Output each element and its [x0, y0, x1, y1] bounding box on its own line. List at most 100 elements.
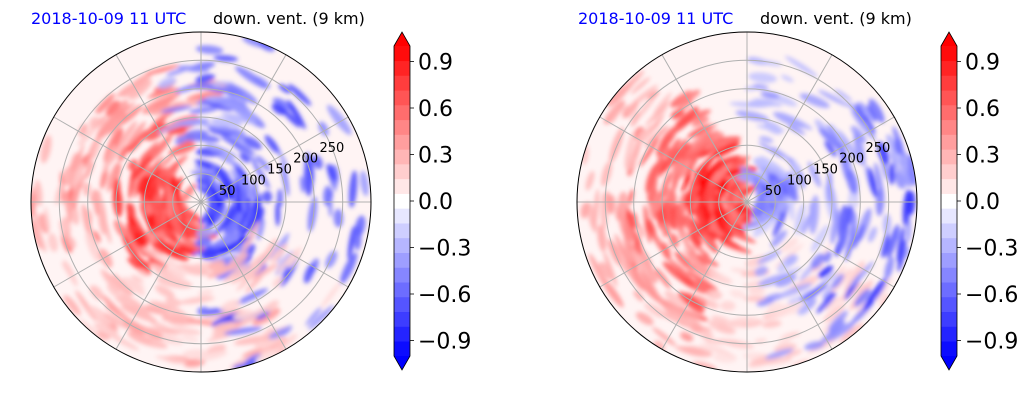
field-patch	[664, 290, 686, 310]
colorbar-segment	[394, 282, 410, 298]
field-patch	[614, 233, 631, 270]
field-patch	[838, 226, 849, 252]
field-patch	[760, 183, 771, 197]
field-patch	[210, 117, 242, 128]
field-patch	[835, 266, 847, 277]
right-polar-grid	[577, 32, 917, 372]
field-patch	[72, 164, 85, 191]
field-patch	[127, 121, 146, 145]
angular-gridline	[599, 116, 748, 203]
field-patch	[220, 299, 241, 313]
angular-gridline	[200, 116, 349, 203]
field-patch	[157, 188, 163, 217]
angular-gridline	[661, 54, 748, 203]
field-patch	[676, 142, 693, 164]
field-patch	[64, 190, 72, 224]
angular-gridline	[746, 116, 895, 203]
colorbar-tick-label: −0.9	[965, 330, 1018, 355]
field-patch	[89, 116, 100, 129]
field-patch	[735, 110, 769, 122]
field-patch	[137, 174, 148, 194]
colorbar-segment	[394, 252, 410, 268]
field-patch	[818, 89, 850, 107]
field-patch	[777, 337, 791, 345]
field-patch	[684, 191, 690, 207]
field-patch	[144, 201, 152, 215]
field-patch	[683, 214, 696, 234]
field-patch	[817, 265, 834, 279]
field-patch	[603, 250, 618, 287]
colorbar-tick-label: −0.6	[418, 283, 471, 308]
field-patch	[276, 188, 284, 208]
field-patch	[770, 230, 788, 248]
field-patch	[34, 180, 43, 207]
colorbar-segment	[941, 311, 957, 327]
angular-gridline	[746, 201, 833, 350]
field-patch	[197, 289, 213, 297]
field-patch	[831, 273, 844, 289]
field-patch	[223, 263, 248, 284]
field-patch	[747, 287, 766, 295]
field-patch	[239, 152, 251, 163]
colorbar-segment	[941, 119, 957, 135]
field-patch	[195, 45, 224, 55]
left-panel: 2018-10-09 11 UTC down. vent. (9 km) 50 1…	[30, 9, 471, 373]
field-patch	[307, 196, 318, 232]
field-patch	[853, 224, 865, 249]
colorbar-segment	[394, 296, 410, 313]
field-patch	[154, 270, 188, 286]
field-patch	[155, 285, 175, 299]
field-patch	[652, 193, 663, 212]
colorbar-segment	[941, 164, 957, 180]
field-patch	[662, 261, 692, 286]
field-patch	[85, 231, 101, 263]
field-patch	[723, 196, 740, 223]
field-patch	[270, 243, 288, 263]
field-patch	[686, 270, 718, 291]
field-patch	[244, 353, 263, 366]
field-patch	[212, 322, 236, 332]
field-patch	[105, 305, 137, 327]
field-patch	[759, 136, 774, 144]
field-patch	[850, 261, 874, 288]
colorbar-outline	[393, 31, 411, 371]
field-patch	[161, 313, 196, 324]
field-patch	[753, 157, 769, 168]
field-patch	[177, 183, 196, 206]
field-patch	[823, 250, 832, 263]
field-patch	[720, 300, 736, 311]
radial-tick-label: 250	[319, 141, 344, 156]
field-patch	[155, 355, 189, 364]
field-patch	[804, 341, 825, 351]
field-patch	[821, 285, 833, 299]
field-patch	[272, 97, 290, 110]
field-patch	[673, 158, 684, 176]
field-patch	[141, 104, 181, 115]
field-patch	[673, 106, 699, 133]
colorbar-segment	[394, 164, 410, 180]
field-patch	[670, 109, 685, 120]
field-patch	[62, 167, 73, 186]
field-patch	[180, 200, 195, 223]
field-patch	[624, 131, 636, 169]
field-patch	[195, 77, 210, 85]
field-patch	[178, 296, 215, 305]
field-patch	[153, 109, 176, 124]
field-patch	[780, 74, 794, 83]
field-patch	[275, 201, 281, 227]
field-patch	[146, 116, 167, 136]
field-patch	[303, 263, 315, 284]
right-colorbar: 0.9 0.6 0.3 0.0 −0.3 −0.6 −0.9	[940, 31, 1018, 371]
field-patch	[742, 215, 770, 230]
right-polar-frame	[576, 31, 918, 373]
field-patch	[271, 102, 286, 115]
colorbar-segment	[941, 178, 957, 194]
field-patch	[160, 153, 174, 169]
colorbar-extend-max	[941, 32, 957, 46]
field-patch	[63, 295, 81, 316]
colorbar-segment	[941, 90, 957, 106]
field-patch	[627, 189, 634, 206]
field-patch	[278, 83, 291, 94]
field-patch	[630, 111, 641, 127]
